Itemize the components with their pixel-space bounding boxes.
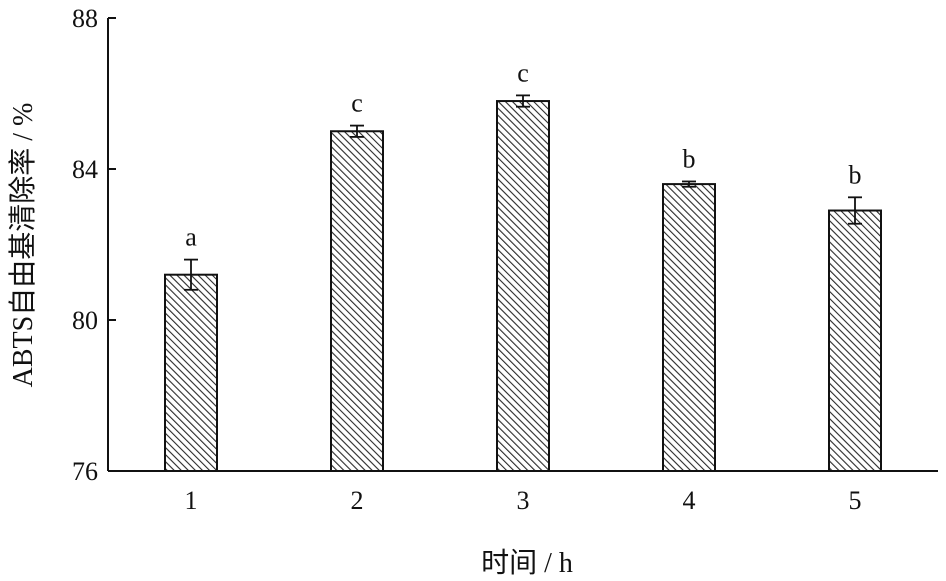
x-tick-label: 1 bbox=[185, 486, 198, 515]
x-axis-title: 时间 / h bbox=[481, 547, 573, 579]
bar bbox=[330, 130, 384, 472]
x-tick-label: 2 bbox=[351, 486, 364, 515]
bar bbox=[496, 100, 550, 473]
y-tick-label: 88 bbox=[72, 4, 98, 33]
y-tick-label: 84 bbox=[72, 155, 98, 184]
y-axis-title: ABTS自由基清除率 / % bbox=[7, 103, 39, 388]
x-tick-label: 5 bbox=[849, 486, 862, 515]
significance-label: c bbox=[517, 58, 529, 87]
plot-area: 76 80 84 88 a 1 c 2 c 3 b 4 b 5 bbox=[72, 4, 938, 515]
significance-label: b bbox=[683, 144, 696, 173]
significance-label: c bbox=[351, 89, 363, 118]
bar bbox=[164, 273, 218, 473]
y-tick-label: 80 bbox=[72, 306, 98, 335]
bar bbox=[662, 183, 716, 472]
bar bbox=[828, 209, 882, 472]
x-tick-label: 3 bbox=[517, 486, 530, 515]
x-tick-label: 4 bbox=[683, 486, 696, 515]
significance-label: b bbox=[849, 160, 862, 189]
significance-label: a bbox=[185, 223, 197, 252]
y-tick-label: 76 bbox=[72, 457, 98, 486]
